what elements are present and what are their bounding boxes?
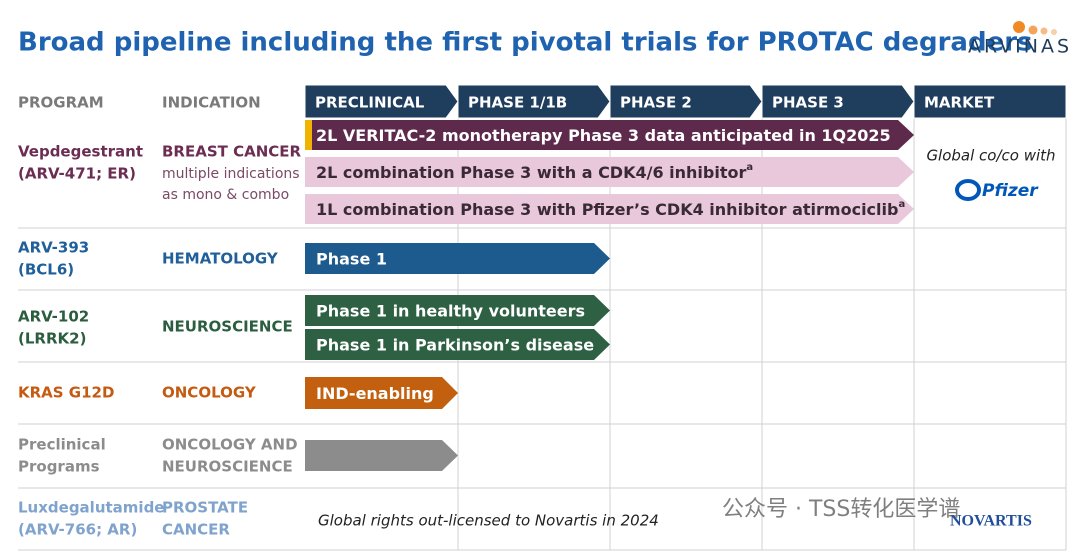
indication: PROSTATE [162,499,248,517]
program: Preclinical [18,436,106,454]
pfizer-icon [955,179,981,201]
row-note: Global rights out-licensed to Novartis i… [318,512,659,530]
phase-label: PHASE 2 [620,94,692,112]
indication: CANCER [162,521,230,539]
program: (ARV-766; AR) [18,521,137,539]
phase-header [761,84,915,119]
indication: NEUROSCIENCE [162,318,293,336]
phase-header [609,84,763,119]
phase-label: MARKET [924,94,995,112]
program: KRAS G12D [18,384,114,402]
phase-label: PRECLINICAL [315,94,425,112]
bar-label: Phase 1 in Parkinson’s disease [316,335,594,354]
bar-label: Phase 1 [316,249,387,268]
pipeline-bar [305,329,610,360]
indication-note: multiple indications [162,166,300,182]
bar-text: Phase 1 in Parkinson’s disease [316,335,594,354]
bar-text: 2L VERITAC-2 monotherapy Phase 3 data an… [316,126,891,145]
title: Broad pipeline including the first pivot… [18,28,1033,58]
pipeline-bar [305,120,914,150]
pipeline-bar [305,194,914,224]
program: ARV-393 [18,239,89,257]
indication: BREAST CANCER [162,143,302,161]
indication-note: as mono & combo [162,187,289,203]
partner-logo: NOVARTIS [950,513,1032,530]
program: Vepdegestrant [18,143,143,161]
bar-text: 1L combination Phase 3 with Pfizer’s CDK… [316,199,905,219]
column-header: INDICATION [162,94,261,112]
program: (LRRK2) [18,330,86,348]
grid [18,118,1067,551]
phase-label: PHASE 3 [772,94,844,112]
footnote-mark: a [898,199,905,210]
indication: NEUROSCIENCE [162,458,293,476]
phase-header [913,84,1067,119]
indication: ONCOLOGY [162,384,257,402]
market-note: Global co/co with [926,147,1055,165]
logo-dots [1013,21,1057,35]
footnote-mark: a [746,162,753,173]
partner-logo: Pfizer [982,181,1039,201]
program: (BCL6) [18,261,74,279]
bar-label: Phase 1 in healthy volunteers [316,301,585,320]
program: (ARV-471; ER) [18,165,136,183]
pipeline-bar [305,377,458,409]
pipeline-bar [305,243,610,274]
phase-label: PHASE 1/1B [468,94,567,112]
bar-label: 1L combination Phase 3 with Pfizer’s CDK… [316,200,898,219]
logo: ARVINAS [968,36,1072,58]
bar-text: IND-enabling [316,384,434,403]
program: Programs [18,458,100,476]
phase-header [304,84,459,119]
phase-header [457,84,611,119]
bar-label: IND-enabling [316,384,434,403]
program: Luxdegalutamide [18,499,164,517]
program: ARV-102 [18,308,89,326]
bar-label: 2L combination Phase 3 with a CDK4/6 inh… [316,163,746,182]
pipeline-bar [305,157,914,187]
watermark: 公众号 · TSS转化医学谱 [722,497,960,522]
column-header: PROGRAM [18,94,104,112]
bar-accent [305,120,312,150]
pipeline-bar [305,295,610,326]
pipeline-bar [305,440,458,471]
indication: ONCOLOGY AND [162,436,298,454]
bar-text: 2L combination Phase 3 with a CDK4/6 inh… [316,162,753,182]
bar-label: 2L VERITAC-2 monotherapy Phase 3 data an… [316,126,891,145]
bar-text: Phase 1 [316,249,387,268]
indication: HEMATOLOGY [162,250,279,268]
bar-text: Phase 1 in healthy volunteers [316,301,585,320]
